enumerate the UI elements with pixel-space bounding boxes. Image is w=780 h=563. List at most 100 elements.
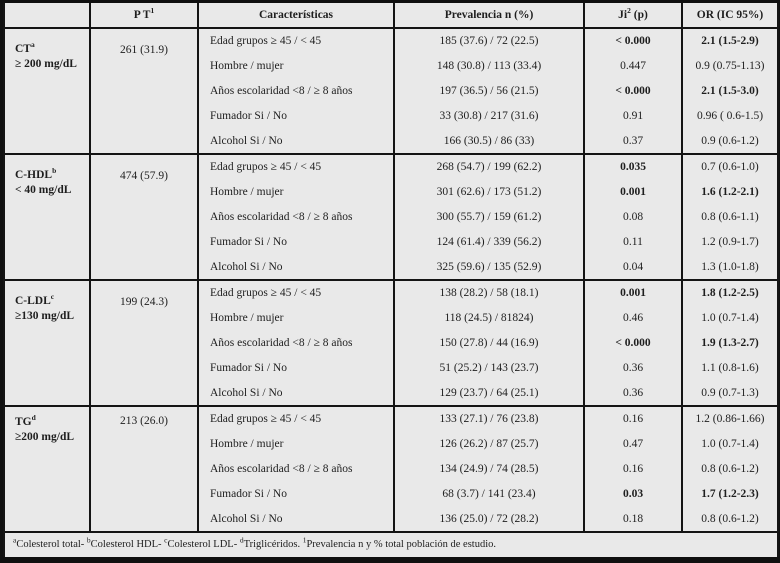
group-name: C-LDLc [15,292,85,309]
header-pt-sup: 1 [150,6,155,16]
ji-cell: 0.91 [583,103,683,129]
or-cell: 0.7 (0.6-1.0) [681,153,779,180]
table-row: Fumador Si / No 51 (25.2) / 143 (23.7) 0… [4,355,779,381]
group-label-ct: CTa ≥ 200 mg/dL [3,27,91,155]
group-name-sup: c [50,292,55,302]
caracteristica-cell: Hombre / mujer [197,430,395,457]
group-name: TGd [15,412,85,430]
or-cell: 0.8 (0.6-1.2) [681,506,779,532]
caracteristica-cell: Edad grupos ≥ 45 / < 45 [197,278,395,306]
or-cell: 1.8 (1.2-2.5) [681,278,779,306]
caracteristica-cell: Años escolaridad <8 / ≥ 8 años [197,78,395,104]
pt-value: 261 (31.9) [89,27,199,155]
or-cell: 0.96 ( 0.6-1.5) [681,103,779,129]
prevalence-table: P T1 Características Prevalencia n (%) J… [3,3,779,557]
footnote-text: Prevalencia n y % total población de est… [306,539,496,551]
caracteristica-cell: Fumador Si / No [197,229,395,255]
ji-cell: 0.04 [583,254,683,280]
group-threshold: ≥130 mg/dL [15,309,75,322]
group-threshold: ≥ 200 mg/dL [15,58,77,71]
table-row: Años escolaridad <8 / ≥ 8 años 150 (27.8… [4,330,779,356]
table-row: Años escolaridad <8 / ≥ 8 años 300 (55.7… [4,204,779,230]
group-name-sup: b [52,166,57,176]
group-label-chdl: C-HDLb < 40 mg/dL [3,153,91,280]
footnote-text: Colesterol HDL- [90,539,165,551]
or-cell: 0.9 (0.7-1.3) [681,380,779,406]
ji-cell: 0.447 [583,53,683,79]
group-name-text: CT [15,43,31,56]
header-ji-suffix: (p) [630,9,648,22]
table-row: Hombre / mujer 301 (62.6) / 173 (51.2) 0… [4,179,779,205]
prevalencia-cell: 325 (59.6) / 135 (52.9) [393,254,585,280]
caracteristica-cell: Años escolaridad <8 / ≥ 8 años [197,456,395,482]
footnote-text: Colesterol total- [16,539,87,551]
group-threshold: ≥200 mg/dL [15,430,75,443]
or-cell: 1.3 (1.0-1.8) [681,254,779,280]
header-empty-cell [3,3,91,30]
caracteristica-cell: Hombre / mujer [197,305,395,331]
or-cell: 1.0 (0.7-1.4) [681,430,779,457]
header-row: P T1 Características Prevalencia n (%) J… [3,3,779,30]
group-name-text: TG [15,415,32,428]
header-prevalencia: Prevalencia n (%) [393,3,585,30]
header-pt: P T1 [89,3,199,30]
table-row: Fumador Si / No 68 (3.7) / 141 (23.4) 0.… [4,481,779,507]
table-row: C-HDLb < 40 mg/dL 474 (57.9) Edad grupos… [3,153,779,280]
caracteristica-cell: Edad grupos ≥ 45 / < 45 [197,153,395,180]
group-name-sup: d [31,412,36,422]
or-cell: 1.6 (1.2-2.1) [681,179,779,205]
pt-value: 213 (26.0) [89,404,199,532]
group-threshold: < 40 mg/dL [15,184,72,197]
table-row: Alcohol Si / No 136 (25.0) / 72 (28.2) 0… [4,506,779,532]
caracteristica-cell: Alcohol Si / No [197,254,395,280]
prevalencia-cell: 33 (30.8) / 217 (31.6) [393,103,585,129]
header-ji-sup: 2 [627,6,631,16]
caracteristica-cell: Años escolaridad <8 / ≥ 8 años [197,204,395,230]
ji-cell: 0.46 [583,305,683,331]
header-caracteristicas: Características [197,3,395,30]
table-row: Años escolaridad <8 / ≥ 8 años 197 (36.5… [4,78,779,104]
table-row: Hombre / mujer 126 (26.2) / 87 (25.7) 0.… [4,430,779,457]
or-cell: 1.2 (0.86-1.66) [681,404,779,431]
group-name: C-HDLb [15,166,85,183]
prevalencia-cell: 134 (24.9) / 74 (28.5) [393,456,585,482]
ji-cell: 0.18 [583,506,683,532]
ji-cell: 0.035 [583,153,683,180]
caracteristica-cell: Alcohol Si / No [197,128,395,155]
footnote-sup: a [13,535,17,545]
or-cell: 1.9 (1.3-2.7) [681,330,779,356]
or-cell: 1.0 (0.7-1.4) [681,305,779,331]
table-row: Fumador Si / No 33 (30.8) / 217 (31.6) 0… [4,103,779,129]
prevalencia-cell: 129 (23.7) / 64 (25.1) [393,380,585,406]
caracteristica-cell: Alcohol Si / No [197,380,395,406]
footnote-sup: c [164,535,168,545]
header-ji: Ji2 (p) [583,3,683,30]
or-cell: 1.7 (1.2-2.3) [681,481,779,507]
footnote-text: Colesterol LDL- [167,539,240,551]
ji-cell: 0.37 [583,128,683,155]
ji-cell: 0.36 [583,380,683,406]
footnote-sup: b [86,535,91,545]
table-row: TGd ≥200 mg/dL 213 (26.0) Edad grupos ≥ … [3,404,779,532]
footnote-row: aColesterol total- bColesterol HDL- cCol… [3,530,779,557]
ji-cell: 0.11 [583,229,683,255]
footnote-sup: d [239,535,244,545]
caracteristica-cell: Edad grupos ≥ 45 / < 45 [197,404,395,431]
prevalencia-cell: 68 (3.7) / 141 (23.4) [393,481,585,507]
group-name-text: C-HDL [15,169,53,182]
prevalencia-cell: 301 (62.6) / 173 (51.2) [393,179,585,205]
footnote-text: Triglicéridos. [243,539,303,551]
prevalencia-cell: 133 (27.1) / 76 (23.8) [393,404,585,431]
header-ji-label: Ji [618,9,628,22]
pt-value: 474 (57.9) [89,153,199,280]
or-cell: 0.9 (0.75-1.13) [681,53,779,79]
or-cell: 2.1 (1.5-3.0) [681,78,779,104]
caracteristica-cell: Fumador Si / No [197,355,395,381]
or-cell: 0.8 (0.6-1.1) [681,204,779,230]
prevalencia-cell: 150 (27.8) / 44 (16.9) [393,330,585,356]
table-row: Hombre / mujer 148 (30.8) / 113 (33.4) 0… [4,53,779,79]
prevalencia-cell: 136 (25.0) / 72 (28.2) [393,506,585,532]
table-row: Alcohol Si / No 129 (23.7) / 64 (25.1) 0… [4,380,779,406]
ji-cell: 0.47 [583,430,683,457]
